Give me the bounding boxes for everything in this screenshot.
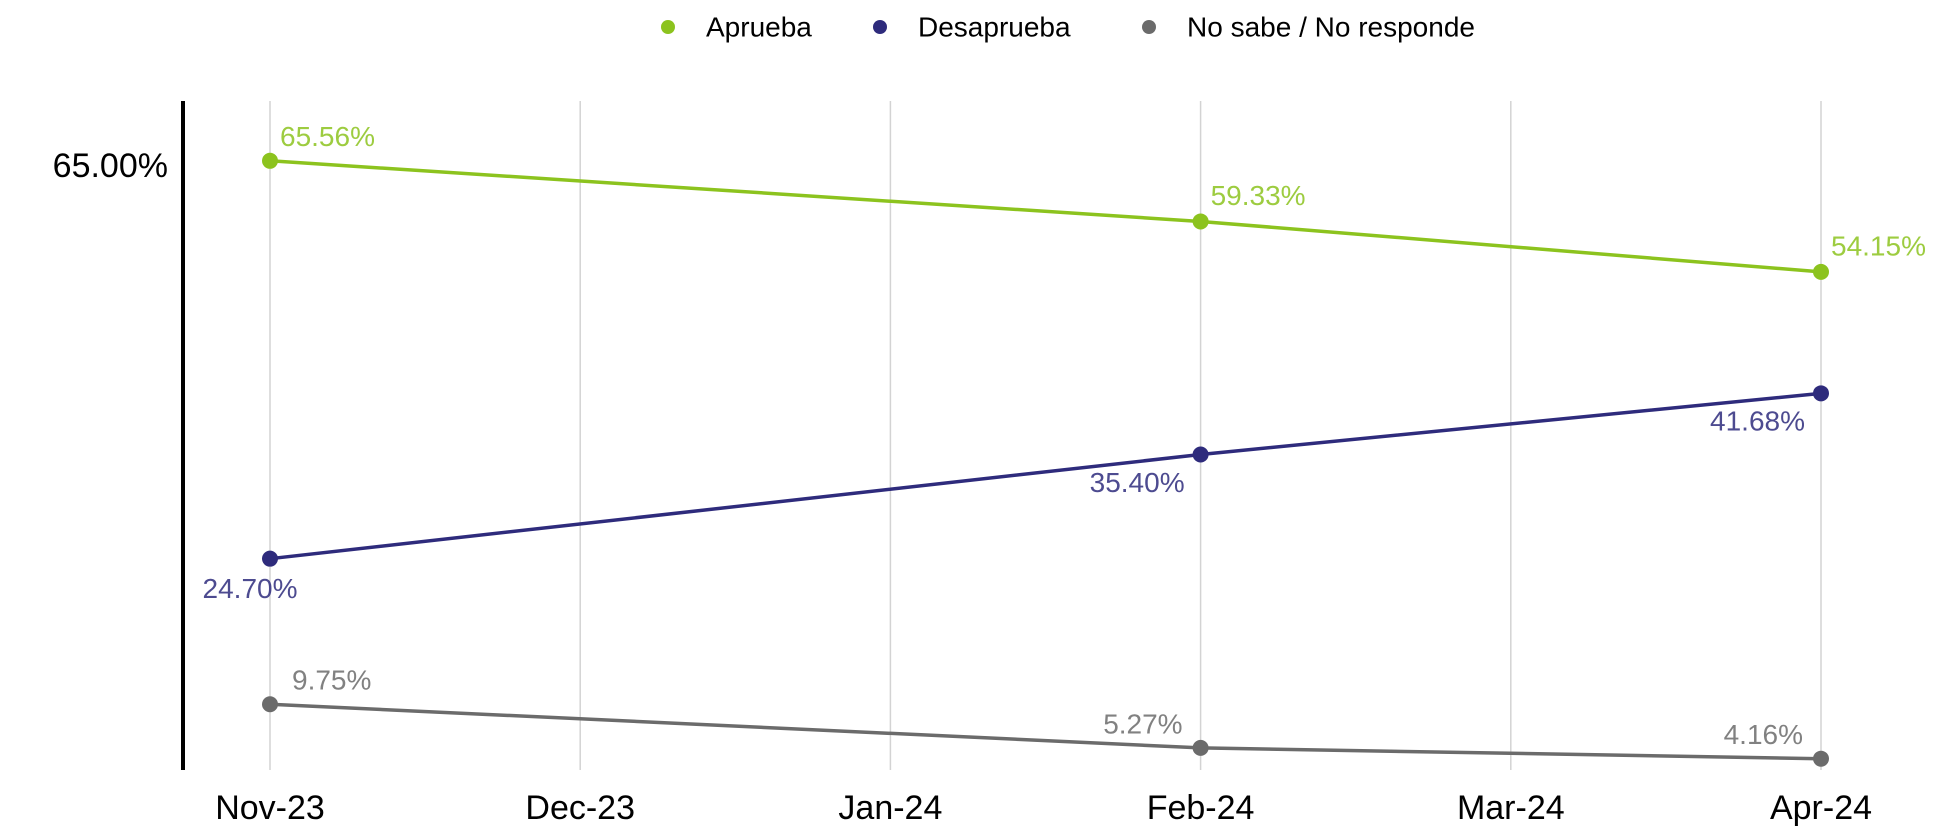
data-point (262, 550, 278, 567)
data-point (1192, 446, 1209, 463)
data-label: 59.33% (1211, 180, 1306, 211)
data-label: 54.15% (1831, 230, 1926, 261)
data-label: 35.40% (1090, 467, 1185, 498)
legend-marker (873, 20, 887, 34)
data-point (262, 696, 278, 713)
legend-marker (661, 20, 675, 34)
series-line (269, 702, 1822, 761)
y-tick-label: 65.00% (53, 147, 168, 185)
data-point (1813, 750, 1829, 767)
x-tick-label: Jan-24 (838, 789, 942, 827)
data-label: 4.16% (1724, 719, 1803, 750)
data-label: 24.70% (203, 573, 298, 604)
x-tick-label: Feb-24 (1147, 789, 1255, 827)
series-line (269, 391, 1822, 561)
legend-marker (1142, 20, 1156, 34)
data-point (1813, 385, 1829, 402)
x-tick-label: Apr-24 (1770, 789, 1872, 827)
legend-label: Aprueba (706, 11, 812, 42)
data-point (1192, 739, 1209, 756)
legend-label: No sabe / No responde (1187, 11, 1475, 42)
x-tick-label: Dec-23 (525, 789, 635, 827)
series-line (269, 159, 1822, 274)
x-tick-label: Mar-24 (1457, 789, 1565, 827)
data-label: 5.27% (1103, 708, 1182, 739)
data-label: 41.68% (1710, 406, 1805, 437)
x-tick-label: Nov-23 (215, 789, 325, 827)
legend-label: Desaprueba (918, 11, 1071, 42)
data-label: 65.56% (280, 121, 375, 152)
data-point (1813, 263, 1829, 280)
data-point (262, 152, 278, 169)
data-point (1192, 213, 1209, 230)
data-label: 9.75% (292, 665, 371, 696)
